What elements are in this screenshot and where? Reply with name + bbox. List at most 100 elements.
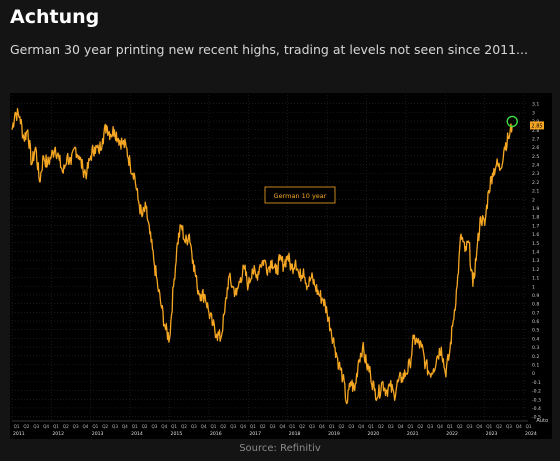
x-quarter-label: Q2 [102, 424, 108, 429]
x-quarter-label: Q2 [299, 424, 305, 429]
y-tick-label: 0.3 [532, 345, 539, 351]
x-quarter-label: Q3 [73, 424, 79, 429]
x-quarter-label: Q2 [417, 424, 423, 429]
y-tick-label: 2.2 [532, 180, 539, 186]
x-year-label: 2022 [446, 431, 458, 437]
x-quarter-label: Q1 [447, 424, 453, 429]
x-quarter-label: Q3 [309, 424, 315, 429]
y-tick-label: 3 [532, 110, 535, 116]
x-year-label: 2013 [92, 431, 104, 437]
x-quarter-label: Q4 [437, 424, 443, 429]
x-quarter-label: Q3 [191, 424, 197, 429]
x-quarter-label: Q2 [142, 424, 148, 429]
y-tick-label: -0.2 [532, 389, 541, 395]
y-tick-label: -0.3 [532, 397, 541, 403]
y-tick-label: 2.5 [532, 154, 539, 160]
x-year-label: 2023 [486, 431, 498, 437]
y-tick-label: -0.1 [532, 380, 541, 386]
x-quarter-label: Q1 [171, 424, 177, 429]
chart-subtitle: German 30 year printing new recent highs… [10, 42, 528, 57]
series-line-german-10-year [11, 107, 513, 405]
x-quarter-label: Q2 [260, 424, 266, 429]
x-quarter-label: Q4 [43, 424, 49, 429]
y-tick-label: 0.8 [532, 302, 539, 308]
y-tick-label: 0.9 [532, 293, 539, 299]
x-year-label: 2024 [525, 431, 537, 437]
x-quarter-label: Q2 [23, 424, 29, 429]
y-tick-label: 2 [532, 197, 535, 203]
x-quarter-label: Q3 [151, 424, 157, 429]
x-quarter-label: Q1 [132, 424, 138, 429]
x-year-label: 2015 [171, 431, 183, 437]
x-year-label: 2017 [249, 431, 261, 437]
x-year-label: 2016 [210, 431, 222, 437]
y-tick-label: 0.6 [532, 319, 539, 325]
y-tick-label: 1.8 [532, 215, 539, 221]
x-quarter-label: Q2 [378, 424, 384, 429]
x-quarter-label: Q3 [506, 424, 512, 429]
x-quarter-label: Q4 [279, 424, 285, 429]
x-quarter-label: Q3 [348, 424, 354, 429]
x-quarter-label: Q4 [122, 424, 128, 429]
chart-title: Achtung [10, 6, 100, 28]
y-tick-label: 2.7 [532, 136, 539, 142]
x-quarter-label: Q4 [398, 424, 404, 429]
x-quarter-label: Q1 [211, 424, 217, 429]
last-value-label: 2.85 [531, 123, 542, 129]
y-tick-label: 3.1 [532, 102, 539, 108]
y-tick-label: 1.2 [532, 267, 539, 273]
y-tick-label: 1.5 [532, 241, 539, 247]
y-tick-label: 1.9 [532, 206, 539, 212]
line-chart: 3.132.92.82.72.62.52.42.32.22.121.91.81.… [10, 93, 552, 439]
x-quarter-label: Q2 [496, 424, 502, 429]
x-quarter-label: Q4 [161, 424, 167, 429]
x-quarter-label: Q4 [516, 424, 522, 429]
last-value-tag: 2.85 [530, 121, 544, 130]
x-quarter-label: Q3 [33, 424, 39, 429]
y-tick-label: 2.6 [532, 145, 539, 151]
y-tick-label: 1.7 [532, 223, 539, 229]
x-quarter-label: Q3 [112, 424, 118, 429]
x-quarter-label: Q1 [329, 424, 335, 429]
x-quarter-label: Q1 [289, 424, 295, 429]
y-tick-label: -0.4 [532, 406, 541, 412]
y-tick-label: 0.1 [532, 362, 539, 368]
x-quarter-label: Q4 [358, 424, 364, 429]
y-tick-label: 0.4 [532, 336, 539, 342]
x-quarter-label: Q4 [83, 424, 89, 429]
latest-value-highlight [506, 115, 518, 128]
x-quarter-label: Q1 [407, 424, 413, 429]
x-quarter-label: Q4 [476, 424, 482, 429]
x-quarter-label: Q2 [181, 424, 187, 429]
legend-label: German 10 year [274, 192, 327, 200]
y-tick-label: 2.3 [532, 171, 539, 177]
y-tick-label: -0.5 [532, 415, 541, 421]
y-tick-label: 0.7 [532, 310, 539, 316]
x-quarter-label: Q1 [486, 424, 492, 429]
x-year-label: 2014 [131, 431, 143, 437]
x-year-label: 2011 [13, 431, 25, 437]
x-quarter-label: Q3 [388, 424, 394, 429]
x-quarter-label: Q1 [526, 424, 532, 429]
x-year-label: 2018 [289, 431, 301, 437]
y-tick-label: 1.4 [532, 249, 539, 255]
x-quarter-label: Q1 [92, 424, 98, 429]
x-quarter-label: Q2 [220, 424, 226, 429]
x-quarter-label: Q3 [467, 424, 473, 429]
y-tick-label: 2.4 [532, 163, 539, 169]
x-quarter-label: Q2 [457, 424, 463, 429]
x-year-label: 2012 [52, 431, 64, 437]
y-tick-label: 2.1 [532, 189, 539, 195]
x-quarter-label: Q3 [270, 424, 276, 429]
y-tick-label: 1.1 [532, 276, 539, 282]
y-tick-label: 0.2 [532, 354, 539, 360]
y-tick-label: 2.8 [532, 128, 539, 134]
x-quarter-label: Q1 [368, 424, 374, 429]
y-tick-label: 0 [532, 371, 535, 377]
x-quarter-label: Q1 [14, 424, 20, 429]
legend-box: German 10 year [264, 186, 336, 204]
x-quarter-label: Q4 [319, 424, 325, 429]
y-tick-label: 0.5 [532, 328, 539, 334]
axis-unit-label: Auto [536, 418, 548, 424]
